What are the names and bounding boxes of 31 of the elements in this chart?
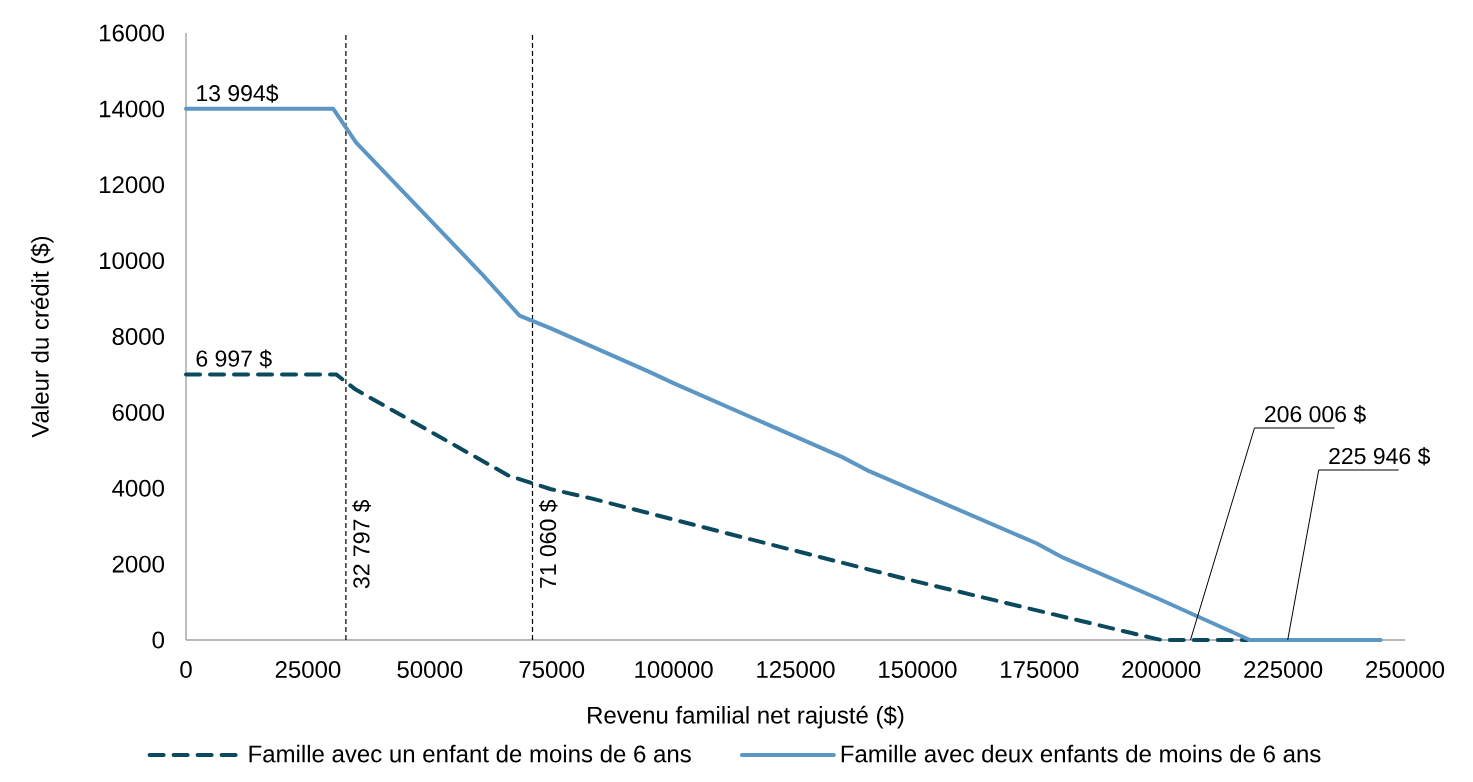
x-tick-label: 250000 [1366,661,1445,679]
annotation: 6 997 $ [196,349,272,369]
legend-label: Famille avec deux enfants de moins de 6 ans [841,744,1321,763]
x-tick-label: 100000 [635,661,713,679]
x-tick-label: 150000 [879,661,957,679]
x-tick-label: 25000 [275,661,341,679]
legend-label: Famille avec un enfant de moins de 6 ans [249,744,691,763]
x-tick-label: 200000 [1122,661,1201,679]
y-tick-label: 14000 [100,100,164,118]
y-tick-label: 0 [152,631,165,649]
ref-line-label: 71 060 $ [538,499,558,588]
y-axis-title: Valeur du crédit ($) [30,236,54,438]
y-tick-label: 2000 [112,555,165,573]
y-tick-label: 6000 [112,403,165,421]
annotation: 13 994$ [197,84,279,103]
line-series [184,372,1250,642]
x-axis-title: Revenu familial net rajusté ($) [588,705,904,729]
x-tick-label: 125000 [757,661,835,679]
y-tick-label: 16000 [100,24,164,42]
y-tick-label: 12000 [100,176,164,194]
x-tick-label: 0 [180,661,192,679]
x-tick-label: 175000 [1001,661,1079,679]
y-tick-label: 8000 [112,328,165,345]
x-tick-label: 75000 [519,661,585,679]
annotation: 225 946 $ [1329,446,1431,466]
x-tick-label: 50000 [397,661,463,679]
x-tick-label: 225000 [1244,661,1323,679]
y-tick-label: 4000 [112,479,165,497]
annotation: 206 006 $ [1265,404,1366,424]
y-tick-label: 10000 [100,252,164,270]
ref-line-label: 32 797 $ [352,499,371,589]
